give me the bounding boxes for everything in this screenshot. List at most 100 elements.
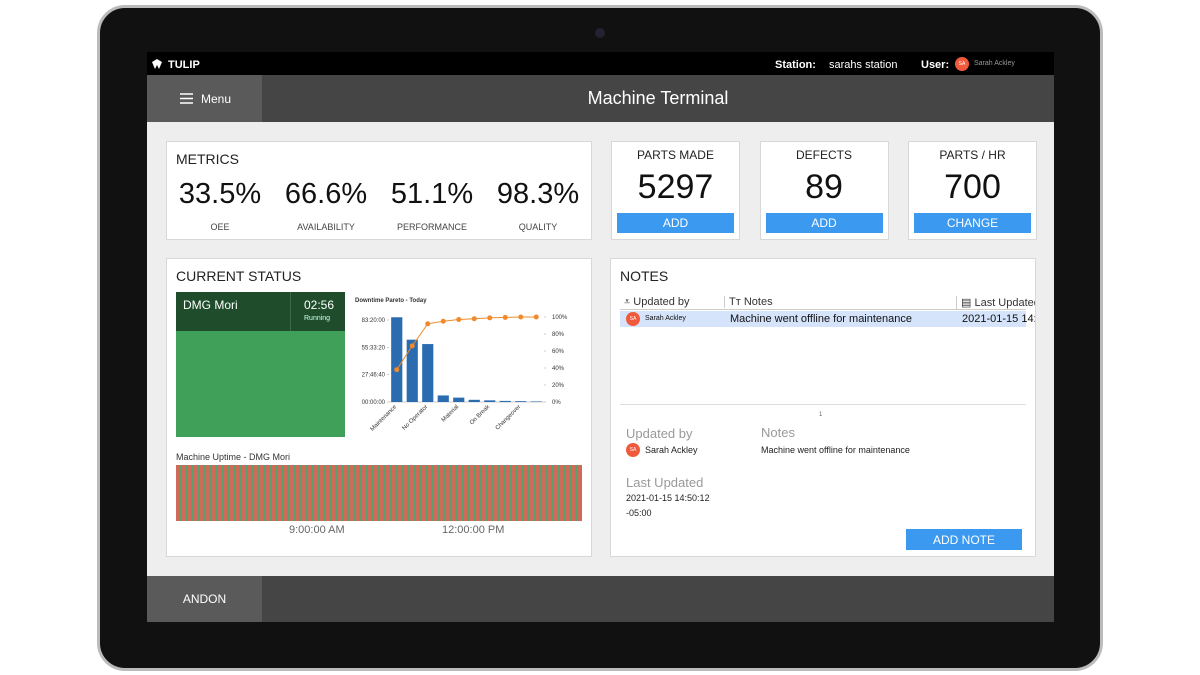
y2-tick-label: 0% — [552, 400, 561, 406]
screen: TULIP Station: sarahs station User: SA S… — [147, 52, 1054, 622]
counter-panel: PARTS / HR 700 CHANGE — [908, 141, 1037, 240]
cumulative-point — [425, 321, 431, 327]
detail-date: 2021-01-15 14:50:12 — [626, 493, 710, 503]
detail-label: Last Updated — [626, 475, 704, 490]
avatar: SA — [626, 443, 640, 457]
x-tick-label: No Operator — [402, 404, 430, 432]
bar — [468, 399, 480, 402]
andon-button[interactable]: ANDON — [147, 576, 262, 622]
header: Menu Machine Terminal — [147, 75, 1054, 122]
counter-value: 5297 — [637, 168, 714, 206]
brand: TULIP — [168, 59, 200, 71]
y-tick-label: 27:46:40 — [362, 373, 386, 379]
cumulative-point — [487, 315, 493, 321]
bar — [515, 401, 527, 402]
title: Machine Terminal — [587, 88, 729, 108]
cell: Machine went offline for maintenance — [730, 313, 913, 325]
detail-user: Sarah Ackley — [645, 445, 698, 455]
counter-button[interactable]: CHANGE — [914, 213, 1031, 233]
avatar: SA — [955, 57, 969, 71]
uptime-tick: 12:00:00 PM — [442, 524, 505, 536]
metric-value: 33.5% — [178, 178, 262, 210]
uptime-bar — [176, 465, 582, 521]
cumulative-point — [518, 314, 524, 320]
panel-title: NOTES — [620, 268, 669, 284]
counter-panel: DEFECTS 89 ADD — [759, 141, 889, 240]
cell: 2021-01-15 14:50:12 -05:00 — [962, 313, 1035, 325]
counter-value: 89 — [805, 168, 843, 206]
machine: DMG Mori — [183, 298, 238, 312]
uptime-tick: 9:00:00 AM — [289, 524, 345, 536]
y-tick-label: 83:20:00 — [362, 318, 386, 324]
logo — [152, 59, 162, 69]
status-tile: DMG Mori 02:56 Running — [176, 292, 345, 437]
column: ⩡ Updated by — [624, 296, 690, 308]
y2-tick-label: 40% — [552, 366, 565, 372]
counter-button[interactable]: ADD — [617, 213, 734, 233]
x-tick-label: Material — [441, 404, 460, 423]
counter-title: DEFECTS — [795, 148, 852, 162]
table-header: ⩡ Updated by Tт Notes ▤ Last Updated — [620, 294, 1035, 310]
notes-panel: NOTES ⩡ Updated by Tт Notes ▤ Last Updat… — [610, 258, 1036, 557]
uptime-title: Machine Uptime - DMG Mori — [176, 452, 291, 462]
detail-tz: -05:00 — [626, 508, 652, 518]
pagination[interactable]: 1 — [819, 412, 823, 418]
metrics-panel: METRICS 33.5% OEE 66.6% AVAILABILITY 51.1% PE… — [166, 141, 592, 240]
cumulative-point — [409, 343, 415, 349]
y2-tick-label: 80% — [552, 332, 565, 338]
panel-title: CURRENT STATUS — [176, 268, 302, 284]
x-tick-label: Maintenance — [370, 404, 399, 433]
status-panel: CURRENT STATUS DMG Mori 02:56 Running Do… — [166, 258, 592, 557]
detail-label: Updated by — [626, 426, 693, 441]
state: Running — [304, 315, 331, 322]
x-tick-label: Changeover — [495, 404, 522, 431]
cell: Sarah Ackley — [645, 315, 686, 322]
bar — [406, 339, 418, 402]
metric-label: AVAILABILITY — [297, 222, 355, 232]
chart-title: Downtime Pareto - Today — [355, 298, 427, 304]
menu-label: Menu — [201, 92, 232, 106]
cumulative-point — [440, 318, 446, 324]
bar — [391, 317, 403, 402]
camera — [595, 28, 605, 38]
footer: ANDON — [147, 576, 1054, 622]
pareto-chart: Downtime Pareto - Today 00:00:00 27:46:40 5… — [355, 298, 568, 433]
counter-title: PARTS MADE — [637, 148, 714, 162]
bar — [437, 395, 449, 402]
metric-label: PERFORMANCE — [396, 222, 467, 232]
bar — [499, 400, 511, 402]
cumulative-point — [456, 317, 462, 323]
y2-tick-label: 60% — [552, 349, 565, 355]
metric-value: 51.1% — [390, 178, 474, 210]
time: 02:56 — [304, 298, 335, 312]
cumulative-point — [533, 314, 539, 320]
counter-title: PARTS / HR — [939, 148, 1006, 162]
y-tick-label: 55:33:20 — [362, 345, 386, 351]
x-tick-label: On Break — [469, 403, 492, 426]
topbar: TULIP Station: sarahs station User: SA S… — [147, 52, 1054, 75]
column: Tт Notes — [724, 296, 773, 308]
station: sarahs station — [829, 59, 898, 71]
cumulative-point — [502, 314, 508, 320]
menu-button[interactable]: Menu — [147, 75, 262, 122]
cumulative-point — [471, 316, 477, 322]
counter-panel: PARTS MADE 5297 ADD — [611, 141, 740, 240]
bar — [530, 401, 542, 402]
counter-button[interactable]: ADD — [765, 213, 883, 233]
table-row[interactable]: SA Sarah Ackley Machine went offline for… — [620, 311, 1035, 327]
menu-icon — [180, 93, 193, 104]
metric-value: 66.6% — [284, 178, 368, 210]
add-note-button[interactable]: ADD NOTE — [906, 529, 1022, 550]
station-label: Station: — [775, 59, 816, 71]
user-label: User: — [921, 59, 950, 71]
column: ▤ Last Updated — [956, 296, 1035, 309]
counter-value: 700 — [944, 168, 1001, 206]
y2-tick-label: 20% — [552, 383, 565, 389]
y2-tick-label: 100% — [552, 315, 568, 321]
bar — [453, 397, 465, 402]
cumulative-point — [394, 367, 400, 373]
panel-title: METRICS — [176, 151, 239, 167]
cumulative-line — [396, 316, 537, 370]
y-tick-label: 00:00:00 — [362, 400, 386, 406]
